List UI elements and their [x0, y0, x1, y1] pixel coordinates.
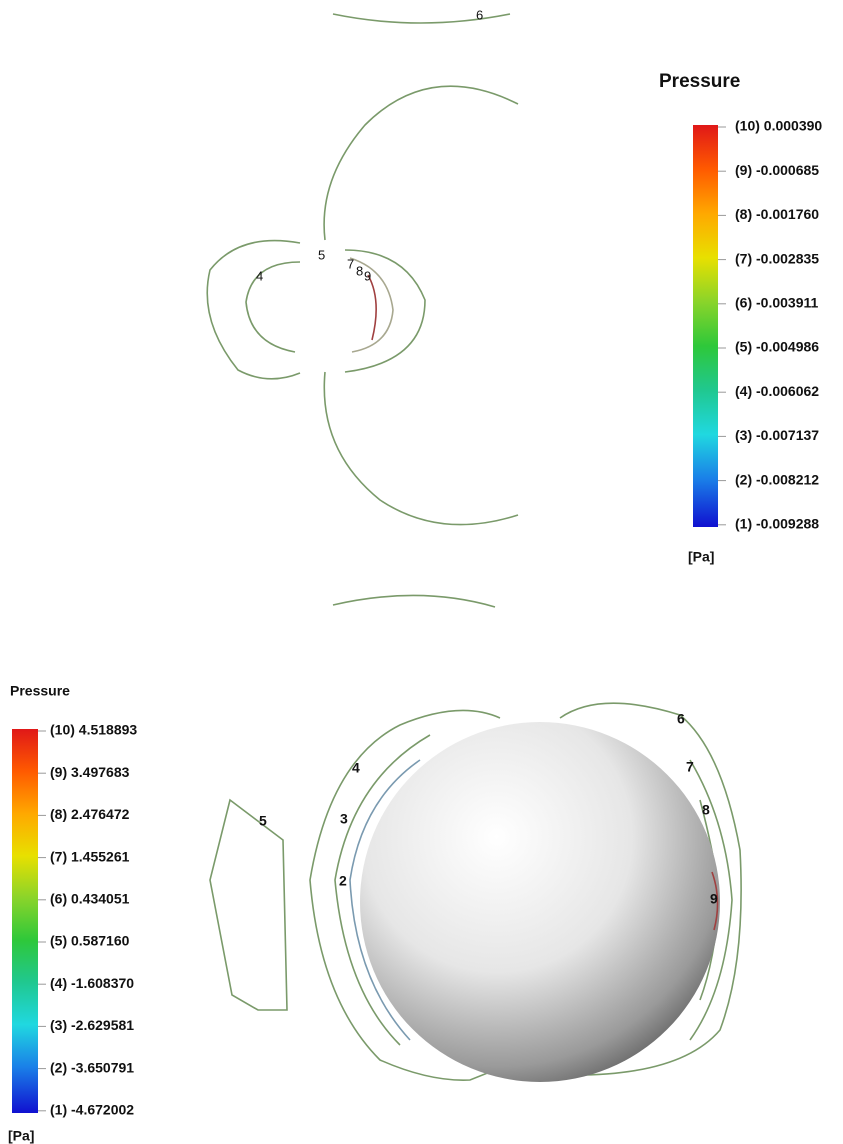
level-label: (1) -0.009288 [735, 516, 819, 532]
contour-label: 7 [347, 256, 354, 271]
contour-label: 5 [318, 247, 325, 262]
level-label: (3) -0.007137 [735, 427, 819, 443]
level-label: (1) -4.672002 [50, 1102, 134, 1118]
contour-label: 8 [356, 263, 363, 278]
level-label: (10) 4.518893 [50, 722, 137, 738]
contour-label: 9 [710, 891, 718, 907]
legend-title: Pressure [659, 71, 740, 92]
contour-label: 2 [339, 873, 347, 889]
level-label: (5) 0.587160 [50, 933, 130, 949]
contour-label: 8 [702, 802, 710, 818]
contours-top [207, 14, 518, 607]
contour-label: 7 [686, 759, 694, 775]
contour-label: 6 [677, 711, 685, 727]
level-label: (8) 2.476472 [50, 806, 130, 822]
level-label: (6) 0.434051 [50, 891, 130, 907]
legend-unit: [Pa] [688, 549, 714, 565]
contour-label: 4 [256, 268, 263, 283]
level-label: (2) -0.008212 [735, 471, 819, 487]
level-label: (2) -3.650791 [50, 1059, 134, 1075]
level-label: (4) -0.006062 [735, 383, 819, 399]
contour-label: 3 [340, 811, 348, 827]
level-label: (5) -0.004986 [735, 339, 819, 355]
level-label: (10) 0.000390 [735, 118, 822, 134]
contour-label: 9 [364, 268, 371, 283]
colorbar [693, 125, 718, 527]
level-label: (9) 3.497683 [50, 764, 130, 780]
colorbar [12, 729, 38, 1113]
level-label: (7) 1.455261 [50, 848, 130, 864]
contour-label: 5 [259, 813, 267, 829]
contour-label: 6 [476, 7, 483, 22]
legend-title: Pressure [10, 683, 70, 699]
level-label: (4) -1.608370 [50, 975, 134, 991]
level-label: (3) -2.629581 [50, 1017, 134, 1033]
level-label: (7) -0.002835 [735, 250, 819, 266]
sphere [360, 722, 720, 1082]
legend-unit: [Pa] [8, 1128, 34, 1144]
level-label: (8) -0.001760 [735, 206, 819, 222]
contour-label: 4 [352, 760, 360, 776]
level-label: (6) -0.003911 [735, 295, 818, 311]
figure: 6 5 4 7 8 9 6 4 7 3 8 5 2 9 Pressure [Pa… [0, 0, 843, 1144]
level-label: (9) -0.000685 [735, 162, 819, 178]
